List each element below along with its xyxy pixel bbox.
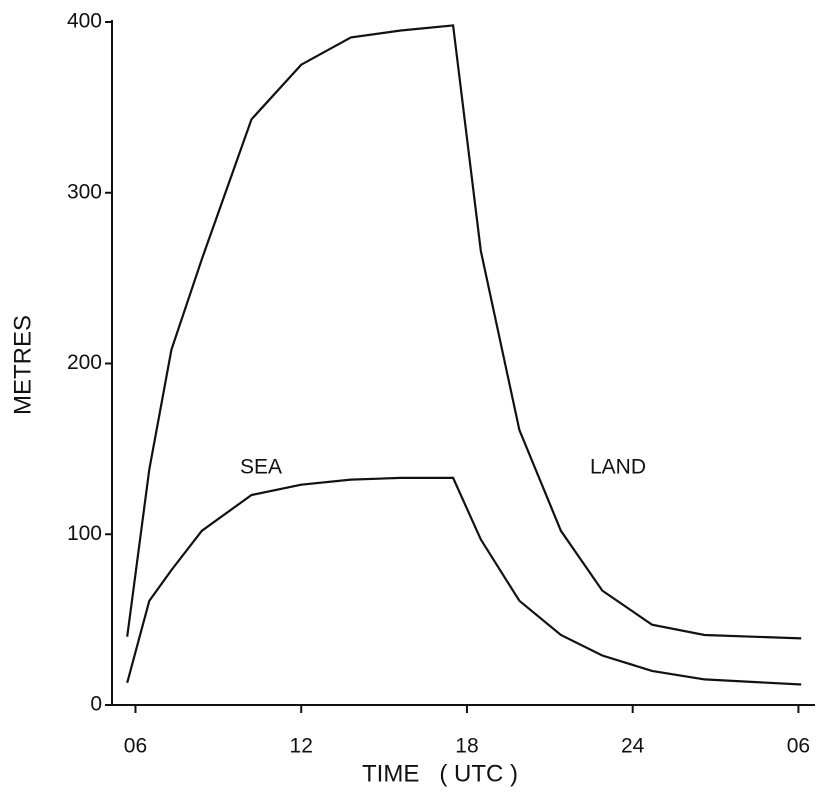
y-tick-label: 100 — [67, 522, 102, 545]
y-tick-label: 200 — [67, 351, 102, 374]
data-line — [126, 476, 802, 686]
x-axis-label: TIME ( UTC ) — [362, 760, 518, 787]
y-tick-label: 0 — [90, 693, 102, 716]
series-label: LAND — [590, 456, 646, 479]
x-tick-label: 18 — [455, 735, 478, 758]
data-line — [126, 24, 802, 640]
x-tick-label: 24 — [621, 735, 645, 758]
x-tick-label: 06 — [787, 735, 810, 758]
x-tick-label: 12 — [290, 735, 313, 758]
y-axis-label: METRES — [9, 315, 36, 415]
x-tick-label: 06 — [124, 735, 147, 758]
y-tick-label: 400 — [67, 10, 102, 33]
y-tick-label: 300 — [67, 180, 102, 203]
series-label: SEA — [240, 456, 282, 479]
